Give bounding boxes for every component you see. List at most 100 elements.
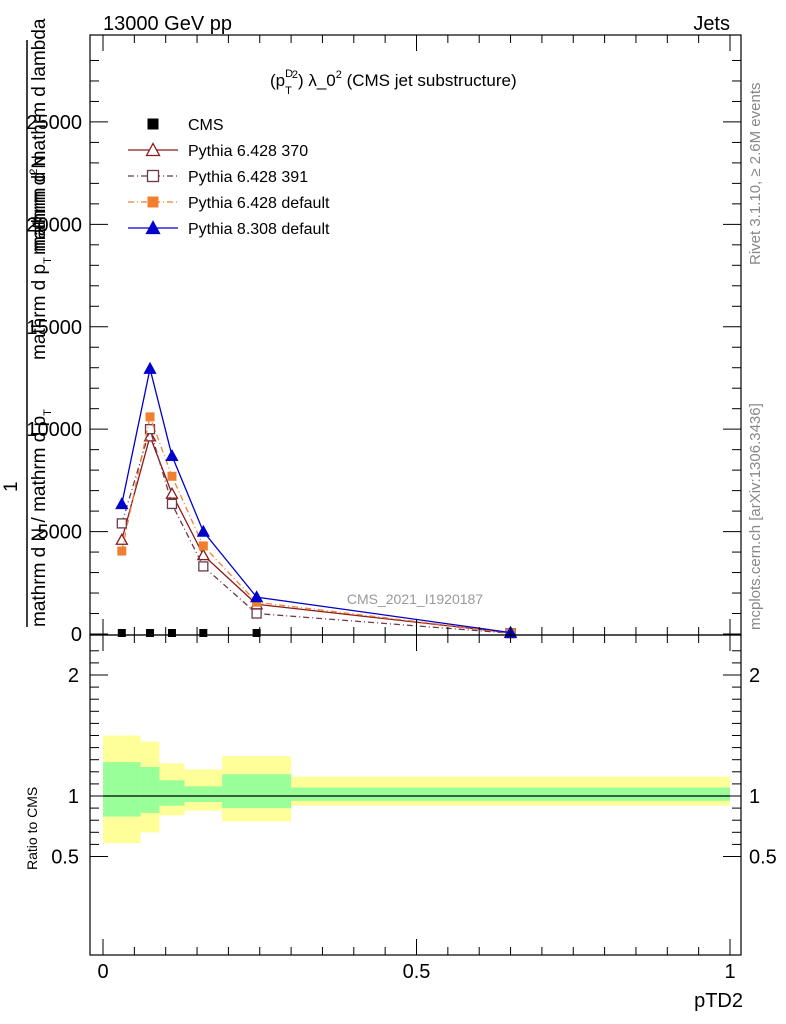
ratio-band-inner: [140, 766, 160, 813]
series-line: [121, 414, 511, 634]
ratio-ytick-label-right: 2: [749, 665, 760, 687]
watermark: CMS_2021_I1920187: [347, 591, 483, 607]
data-point: [166, 498, 178, 510]
ratio-frame: [89, 634, 742, 956]
data-point: [196, 548, 210, 561]
main-y-label: mathrm d2N mathrm d pT mathrm d mathrm d…: [1, 18, 54, 627]
legend-item: Pythia 6.428 default: [128, 195, 330, 212]
data-point: [250, 590, 264, 603]
series-line: [121, 368, 511, 634]
ylabel-lambda-sub: T: [42, 257, 54, 264]
data-point: [198, 541, 208, 551]
ylabel-top-n: N: [29, 155, 50, 169]
data-point: [115, 497, 129, 510]
data-point: [117, 546, 127, 556]
ylabel-top: mathrm d2N: [28, 155, 50, 255]
header-right: Jets: [693, 13, 730, 35]
ratio-ytick-label: 0.5: [51, 847, 79, 869]
data-point: [143, 361, 157, 374]
legend-item: Pythia 6.428 370: [128, 142, 308, 160]
main-ytick-label: 25000: [26, 112, 82, 134]
main-ytick-label: 15000: [26, 317, 82, 339]
legend-label: Pythia 6.428 370: [188, 143, 308, 160]
ratio-band-inner: [159, 780, 185, 806]
ratio-band-inner: [103, 762, 141, 817]
legend-label: Pythia 8.308 default: [188, 221, 330, 238]
ratio-xtick-label: 0.5: [403, 961, 431, 983]
main-ytick-label: 10000: [26, 419, 82, 441]
legend-item: Pythia 8.308 default: [128, 220, 330, 238]
ratio-y-axis: 0.5 0.5 1 1 2 2: [51, 650, 777, 869]
ylabel-one: 1: [1, 481, 22, 492]
title-lambda: ) λ_0: [298, 71, 336, 90]
ylabel-bottom-a: mathrm d N / mathrm d p: [29, 416, 50, 627]
ratio-ytick-label: 1: [68, 786, 79, 808]
ratio-band-inner: [184, 786, 223, 803]
main-y-axis: 0 5000 10000 15000 20000 25000: [26, 59, 741, 646]
ratio-plot-content: [103, 735, 730, 844]
legend-label: Pythia 6.428 391: [188, 169, 308, 186]
title-sub-t: T: [285, 85, 292, 97]
data-point: [147, 118, 159, 130]
ratio-xtick-label: 1: [724, 961, 735, 983]
data-point: [116, 518, 127, 529]
ylabel-bottom-sub: T: [42, 409, 54, 416]
series-line: [121, 426, 511, 634]
header-left: 13000 GeV pp: [103, 13, 232, 35]
title-p: (p: [270, 71, 285, 90]
data-point: [167, 629, 176, 637]
legend-item: Pythia 6.428 391: [128, 169, 308, 186]
data-point: [145, 142, 161, 157]
data-point: [115, 532, 129, 545]
chart-title: (pD T2) λ_02 (CMS jet substructure): [270, 68, 517, 97]
data-point: [117, 629, 126, 637]
main-ytick-label: 20000: [26, 214, 82, 236]
main-ytick-label: 0: [71, 624, 82, 646]
data-point: [165, 448, 179, 461]
legend-label: CMS: [188, 117, 224, 134]
ratio-ytick-label-right: 0.5: [749, 847, 777, 869]
ratio-band-inner: [222, 774, 292, 809]
ratio-ytick-label: 2: [68, 665, 79, 687]
title-sup-2: 2: [292, 69, 298, 81]
data-point: [251, 608, 262, 619]
series-cms: [117, 629, 515, 637]
legend: CMS Pythia 6.428 370 Pythia 6.428 391 Pythi…: [128, 117, 330, 238]
data-point: [196, 524, 210, 537]
data-point: [145, 412, 155, 422]
ratio-ytick-label-right: 1: [749, 786, 760, 808]
data-point: [146, 169, 160, 183]
data-point: [144, 424, 156, 435]
title-suffix: (CMS jet substructure): [342, 71, 517, 90]
ratio-y-label: Ratio to CMS: [24, 787, 40, 870]
ylabel-bottom: mathrm d N / mathrm d pT: [29, 409, 54, 627]
ylabel-lambda: mathrm d pT mathrm d mathrm d lambda: [29, 18, 54, 360]
ratio-xtick-label: 0: [97, 961, 108, 983]
series-line: [121, 434, 511, 634]
legend-label: Pythia 6.428 default: [188, 195, 330, 212]
ratio-band-inner: [291, 787, 730, 801]
main-panel: 0 5000 10000 15000 20000 25000: [26, 34, 742, 646]
ylabel-lambda-a: mathrm d p: [29, 264, 50, 360]
mcplots-label: mcplots.cern.ch [arXiv:1306.3436]: [747, 403, 764, 630]
title-exp: 2: [336, 69, 342, 81]
ylabel-top-d: mathrm d: [29, 175, 50, 255]
data-point: [252, 629, 261, 637]
data-point: [147, 196, 159, 208]
ylabel-lambda-rest: mathrm d mathrm d lambda: [29, 18, 50, 257]
data-point: [146, 629, 155, 637]
legend-item: CMS: [147, 117, 224, 134]
ylabel-top-sup: 2: [28, 169, 40, 175]
x-axis-label: pTD2: [694, 990, 743, 1012]
data-point: [145, 220, 161, 235]
main-x-ticks: [102, 35, 731, 635]
ratio-x-axis: 0 0.5 1: [97, 635, 736, 983]
ratio-panel: 0.5 0.51 12 2 0 0.5 1: [51, 634, 777, 983]
title-sup-d: D: [285, 68, 293, 80]
main-ytick-label: 5000: [38, 522, 83, 544]
data-point: [198, 561, 209, 572]
data-point: [167, 471, 177, 481]
data-point: [199, 629, 208, 637]
series-pythia-8-308-default: [115, 361, 518, 638]
